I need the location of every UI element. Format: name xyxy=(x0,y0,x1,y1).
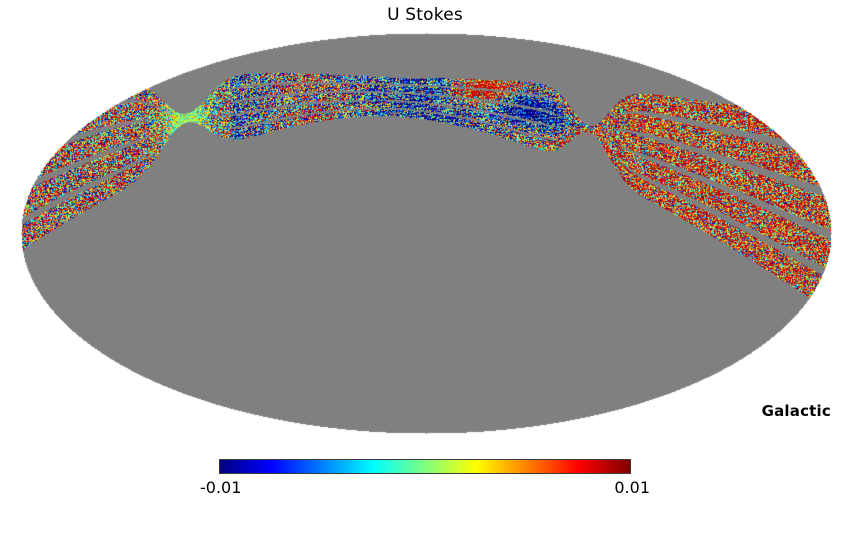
sky-map-canvas xyxy=(20,32,832,434)
mollweide-projection-panel xyxy=(20,32,832,434)
colorbar-tick-labels: -0.01 0.01 xyxy=(200,478,650,502)
page-title: U Stokes xyxy=(387,5,463,25)
colorbar-gradient xyxy=(219,459,631,474)
colorbar-group: -0.01 0.01 xyxy=(0,455,850,515)
coordinate-system-label: Galactic xyxy=(761,402,831,420)
colorbar-min-label: -0.01 xyxy=(200,478,242,497)
colorbar-max-label: 0.01 xyxy=(614,478,650,497)
